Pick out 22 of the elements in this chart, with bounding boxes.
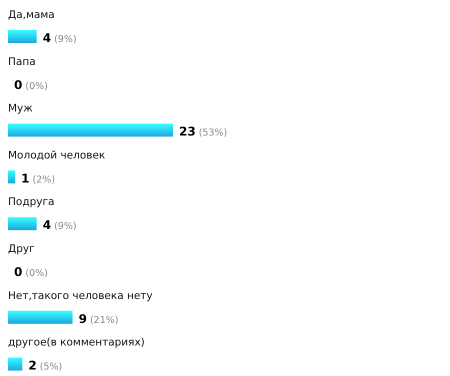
bar <box>8 124 173 137</box>
y-tick-label: Подруга <box>8 196 54 208</box>
bar <box>8 170 16 184</box>
data-label: 1 (2%) <box>21 171 56 186</box>
y-tick-label: Да,мама <box>8 9 55 21</box>
bar <box>8 217 37 230</box>
y-tick-label: Муж <box>8 102 34 115</box>
data-label: 4 (9%) <box>42 218 77 232</box>
y-tick-label: Папа <box>8 56 36 68</box>
y-tick-label: Молодой человек <box>8 149 106 162</box>
data-label: 4 (9%) <box>42 31 77 45</box>
y-tick-label: Нет,такого человека нету <box>8 290 153 302</box>
data-label: 9 (21%) <box>78 312 118 326</box>
y-tick-label: другое(в комментариях) <box>8 336 145 349</box>
y-tick-label: Друг <box>8 243 35 255</box>
bar <box>8 310 73 324</box>
data-label: 23 (53%) <box>179 124 228 139</box>
bar <box>8 358 22 371</box>
data-label: 2 (5%) <box>28 358 62 373</box>
data-label: 0 (0%) <box>14 265 48 279</box>
bar <box>8 30 37 43</box>
data-label: 0 (0%) <box>14 78 48 92</box>
